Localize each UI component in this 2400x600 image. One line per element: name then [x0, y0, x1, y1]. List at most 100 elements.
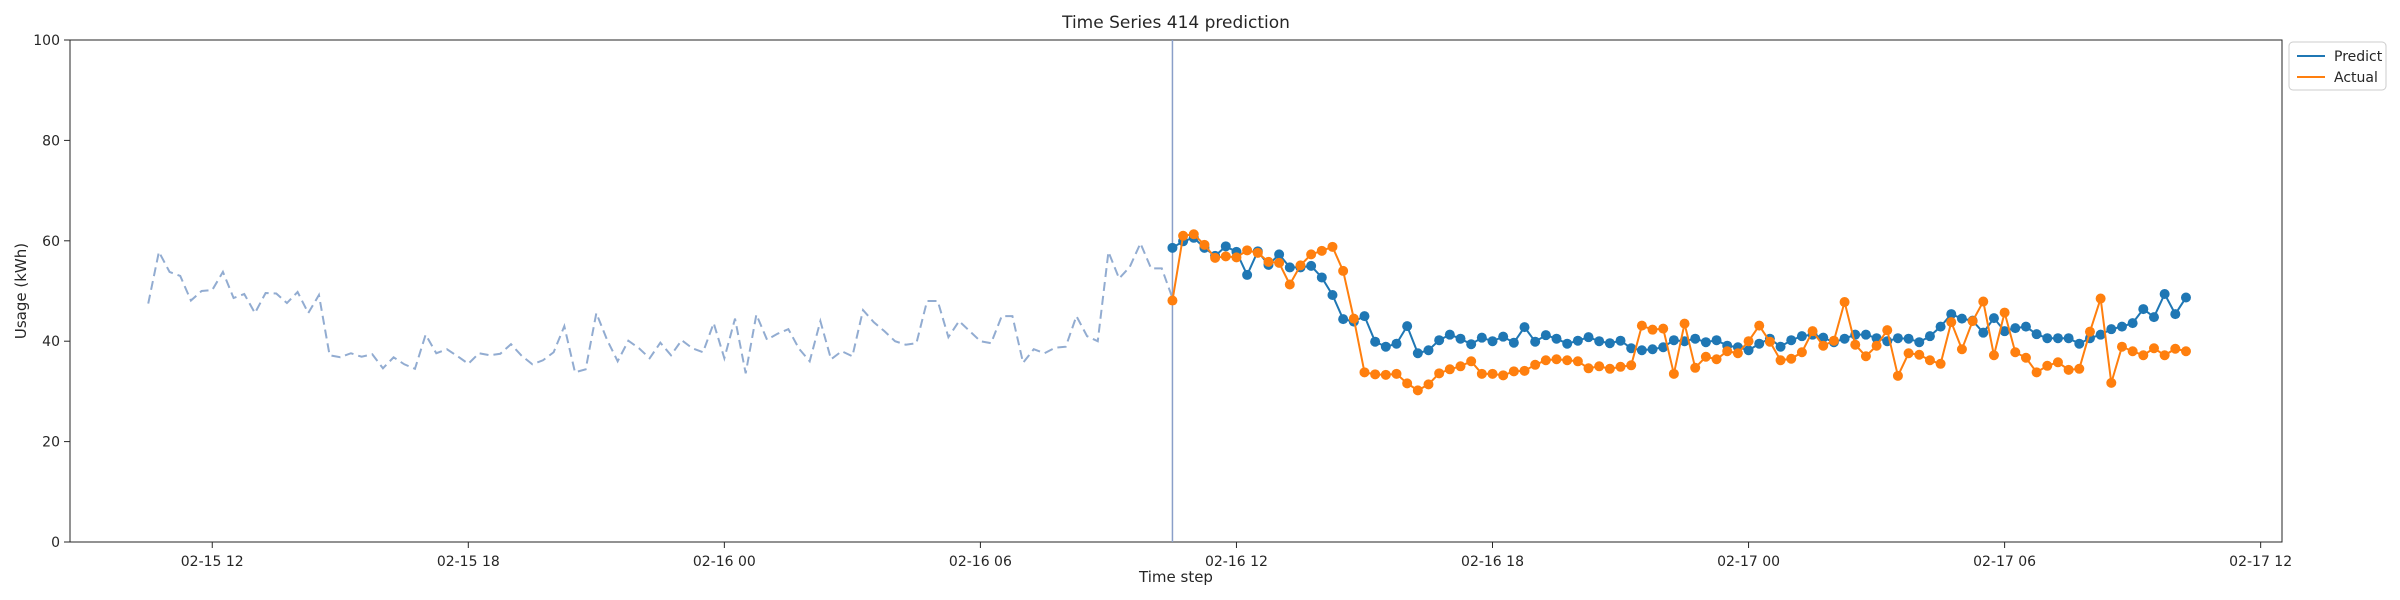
predict-point — [1476, 332, 1487, 343]
predict-point — [1914, 337, 1925, 348]
actual-point — [1338, 265, 1349, 276]
chart-title: Time Series 414 prediction — [1061, 13, 1290, 33]
predict-point — [1444, 329, 1455, 340]
actual-point — [2159, 350, 2170, 361]
actual-point — [1434, 368, 1445, 379]
actual-point — [1946, 317, 1957, 328]
x-tick-label: 02-17 12 — [2229, 554, 2292, 570]
actual-point — [1348, 313, 1359, 324]
predict-point — [1946, 309, 1957, 320]
actual-point — [1668, 368, 1679, 379]
actual-point — [1199, 239, 1210, 250]
actual-point — [1423, 379, 1434, 390]
actual-point — [1412, 385, 1423, 396]
actual-point — [1978, 296, 1989, 307]
predict-point — [1306, 260, 1317, 271]
y-tick-label: 0 — [51, 535, 60, 551]
x-tick-label: 02-16 12 — [1205, 554, 1268, 570]
y-tick-label: 60 — [42, 234, 60, 250]
actual-point — [1572, 356, 1583, 367]
predict-point — [1370, 336, 1381, 347]
actual-point — [1988, 350, 1999, 361]
actual-point — [1231, 252, 1242, 263]
predict-point — [1988, 313, 1999, 324]
predict-point — [1711, 335, 1722, 346]
actual-point — [1818, 340, 1829, 351]
actual-point — [1402, 378, 1413, 389]
actual-point — [1210, 252, 1221, 263]
predict-point — [1455, 333, 1466, 344]
series-layer — [147, 40, 2191, 542]
history-line — [147, 240, 1174, 374]
predict-point — [1796, 331, 1807, 342]
y-axis-title: Usage (kWh) — [12, 243, 30, 339]
predict-point — [1316, 272, 1327, 283]
actual-point — [1263, 256, 1274, 267]
predict-point — [1423, 345, 1434, 356]
actual-point — [1498, 370, 1509, 381]
actual-point — [1935, 358, 1946, 369]
predict-point — [1487, 336, 1498, 347]
predict-point — [1284, 262, 1295, 273]
actual-point — [1892, 370, 1903, 381]
predict-point — [1508, 337, 1519, 348]
predict-point — [2031, 329, 2042, 340]
actual-point — [1711, 354, 1722, 365]
predict-point — [1242, 269, 1253, 280]
predict-point — [1818, 332, 1829, 343]
actual-point — [1828, 335, 1839, 346]
predict-point — [2042, 333, 2053, 344]
y-tick-label: 100 — [33, 33, 60, 49]
x-tick-label: 02-16 18 — [1461, 554, 1524, 570]
actual-point — [1284, 279, 1295, 290]
x-axis: 02-15 12 02-15 18 02-16 00 02-16 06 02-16 12… — [181, 542, 2292, 570]
predict-point — [1498, 331, 1509, 342]
actual-point — [1647, 324, 1658, 335]
actual-point — [1775, 355, 1786, 366]
actual-point — [1444, 364, 1455, 375]
actual-point — [2052, 357, 2063, 368]
plot-frame — [69, 39, 2283, 543]
actual-point — [1722, 346, 1733, 357]
actual-point — [2031, 367, 2042, 378]
actual-point — [1519, 365, 1530, 376]
actual-point — [1306, 249, 1317, 260]
predict-point — [2106, 324, 2117, 335]
predict-point — [2010, 323, 2021, 334]
actual-point — [1370, 369, 1381, 380]
predict-point — [1935, 321, 1946, 332]
actual-point — [2010, 347, 2021, 358]
x-tick-label: 02-15 12 — [181, 554, 244, 570]
predict-point — [1327, 290, 1338, 301]
actual-point — [1924, 355, 1935, 366]
predict-point — [1391, 338, 1402, 349]
actual-point — [1796, 347, 1807, 358]
actual-point — [1551, 354, 1562, 365]
x-tick-label: 02-15 18 — [437, 554, 500, 570]
predict-point — [1338, 314, 1349, 325]
actual-point — [2116, 341, 2127, 352]
actual-point — [1604, 363, 1615, 374]
actual-point — [1583, 363, 1594, 374]
predict-point — [1583, 332, 1594, 343]
predict-point — [2148, 312, 2159, 323]
x-tick-label: 02-17 00 — [1717, 554, 1780, 570]
actual-point — [1690, 362, 1701, 373]
actual-point — [1594, 361, 1605, 372]
actual-point — [1455, 361, 1466, 372]
predict-point — [2074, 338, 2085, 349]
actual-point — [1700, 351, 1711, 362]
predict-point — [1860, 329, 1871, 340]
predict-point — [1519, 322, 1530, 333]
predict-point — [1594, 336, 1605, 347]
predict-point — [2095, 329, 2106, 340]
actual-point — [2148, 343, 2159, 354]
actual-point — [2106, 377, 2117, 388]
predict-point — [1647, 344, 1658, 355]
actual-point — [1188, 229, 1199, 240]
actual-point — [1252, 247, 1263, 258]
predict-point — [1658, 342, 1669, 353]
predict-point — [2159, 289, 2170, 300]
